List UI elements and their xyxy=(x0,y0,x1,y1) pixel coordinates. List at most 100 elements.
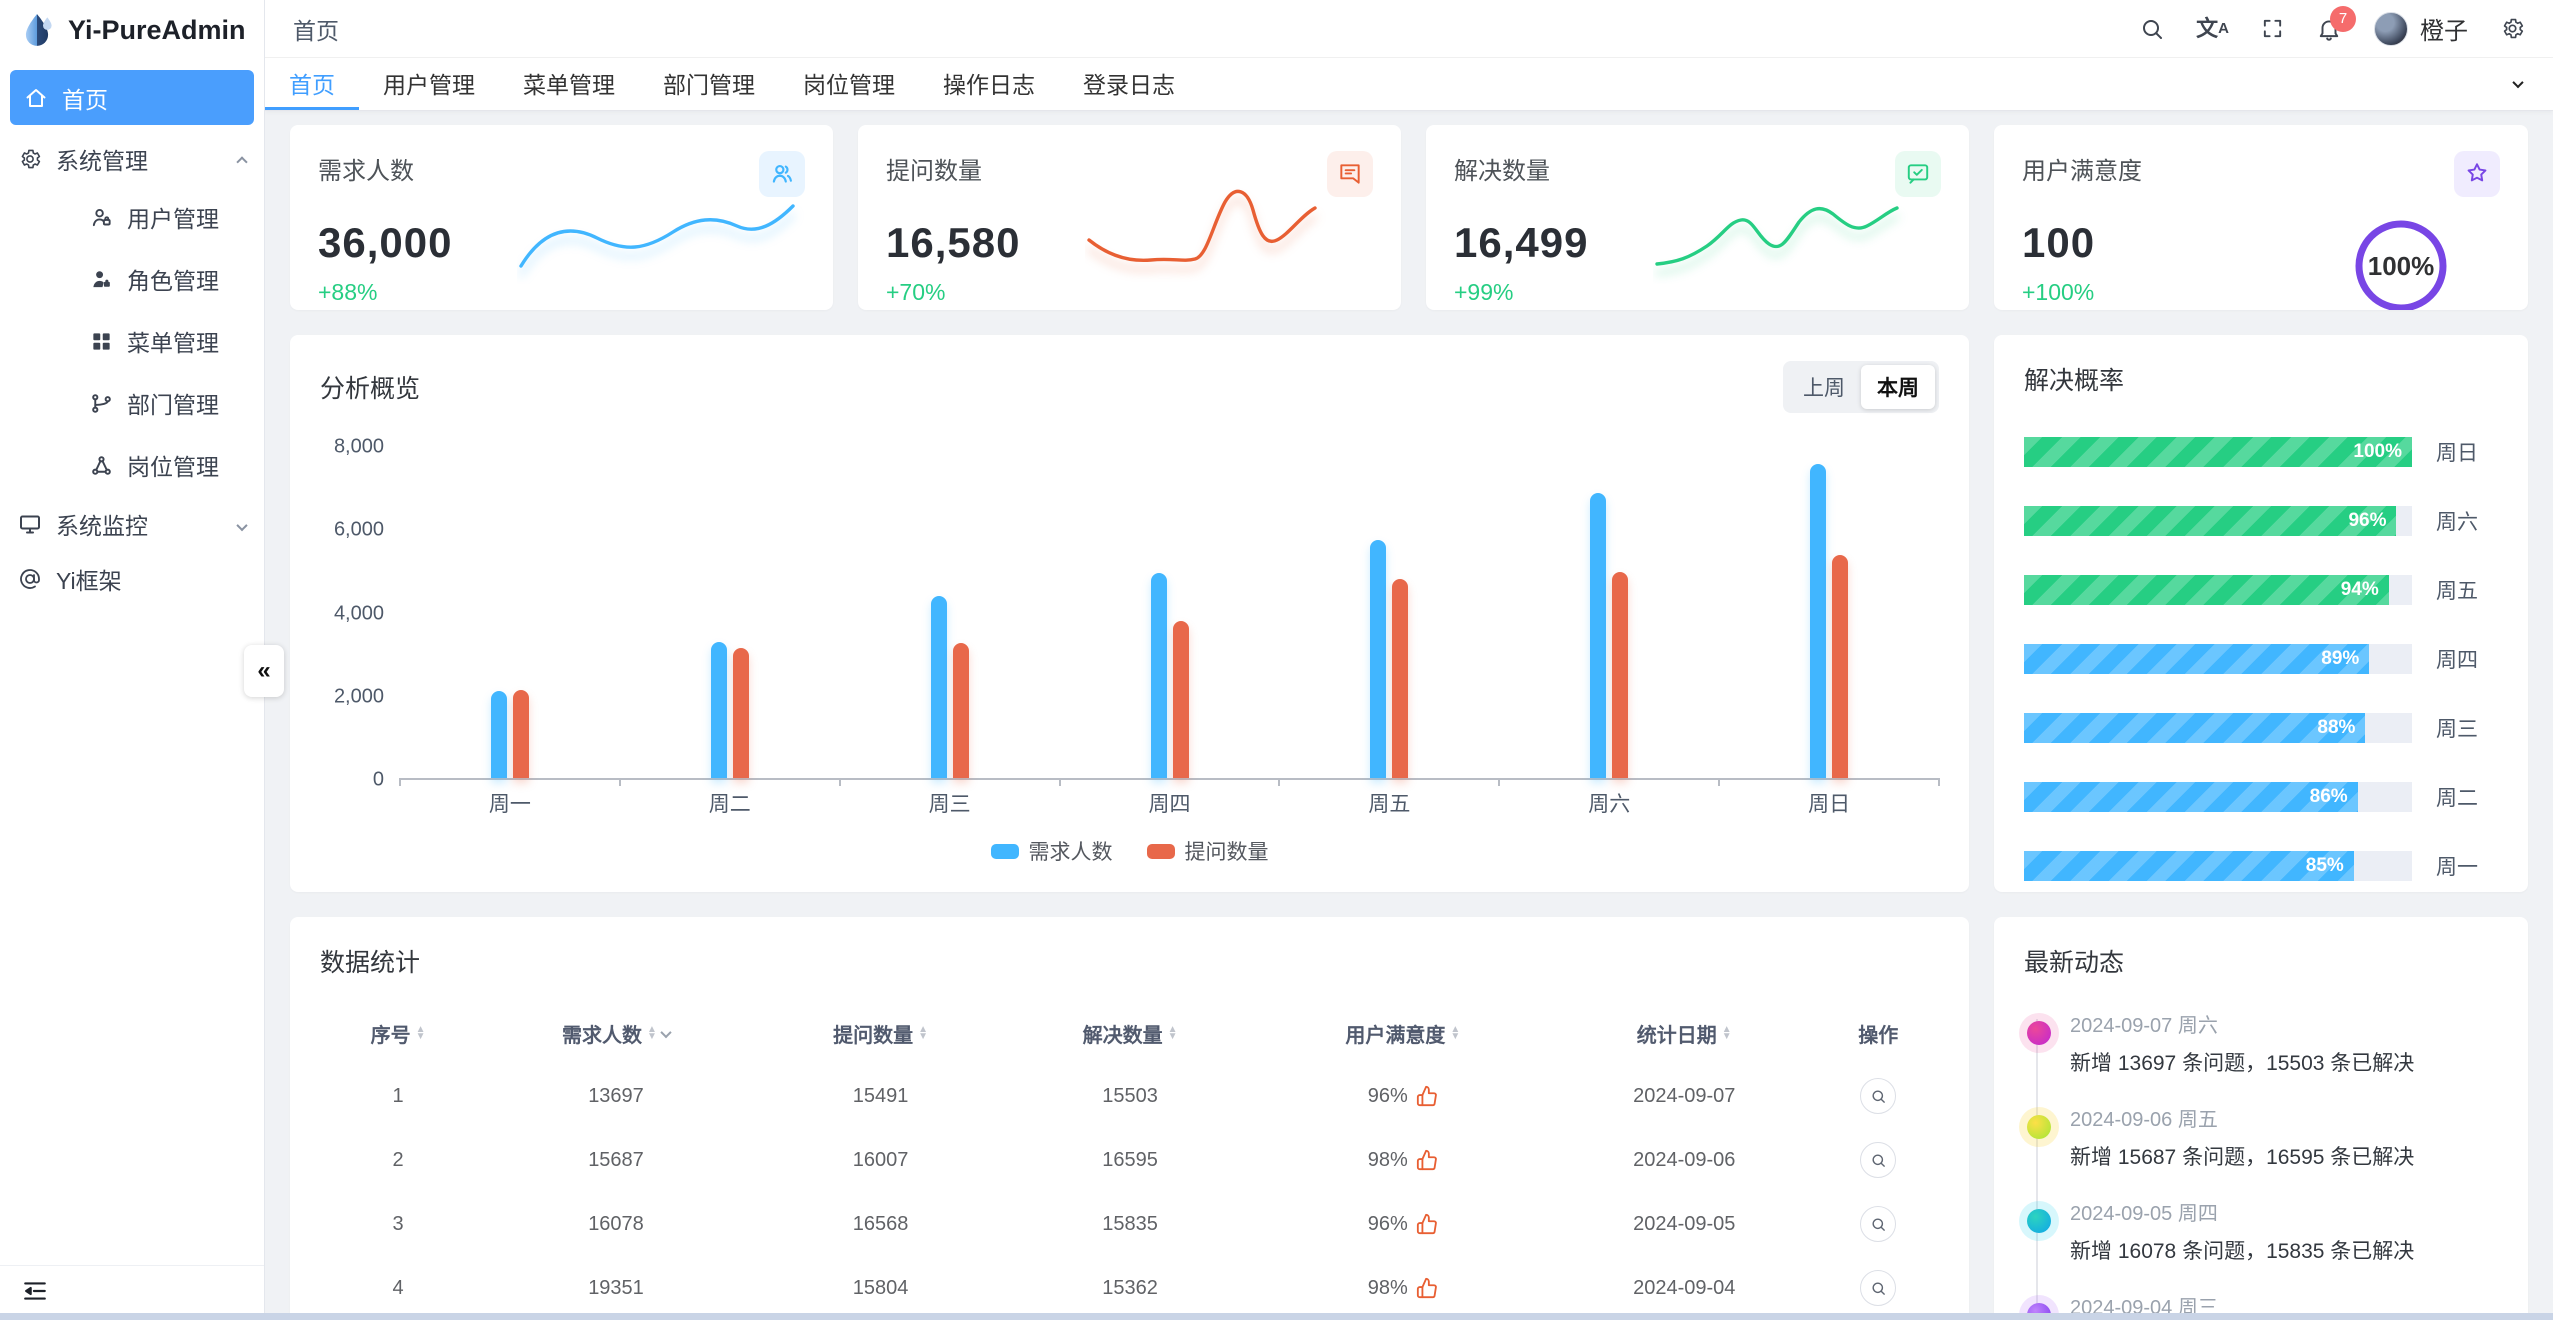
column-header-序号[interactable]: 序号 ▲ ▼ xyxy=(320,1003,476,1064)
row-view-button[interactable] xyxy=(1860,1142,1897,1178)
timeline-line xyxy=(2036,1019,2038,1320)
sidebar-subitem-岗位管理[interactable]: 岗位管理 xyxy=(0,434,264,496)
table-cell: 2024-09-05 xyxy=(1633,1212,1736,1235)
fullscreen-icon xyxy=(2261,17,2284,40)
row-view-button[interactable] xyxy=(1860,1270,1897,1306)
bar-group-周六 xyxy=(1499,447,1719,778)
column-header-label: 操作 xyxy=(1858,1025,1899,1047)
bar-chart-plot xyxy=(399,447,1940,786)
tab-首页[interactable]: 首页 xyxy=(265,58,359,110)
bar-需求人数 xyxy=(1590,492,1607,778)
sort-carets-icon[interactable]: ▲ ▼ xyxy=(1167,1024,1178,1042)
x-axis-tick xyxy=(838,778,841,786)
x-axis-label: 周二 xyxy=(708,793,751,816)
menu-fold-icon[interactable] xyxy=(22,1278,48,1309)
tab-登录日志[interactable]: 登录日志 xyxy=(1083,71,1175,98)
bar-提问数量 xyxy=(1612,572,1629,778)
tab-list-expand-icon[interactable] xyxy=(2483,58,2553,110)
user-menu[interactable]: 橙子 xyxy=(2374,11,2468,46)
stat-card-解决数量: 解决数量 16,499 +99% xyxy=(1426,125,1969,310)
sidebar-subitem-菜单管理[interactable]: 菜单管理 xyxy=(0,310,264,372)
role-icon xyxy=(90,268,113,291)
tab-用户管理[interactable]: 用户管理 xyxy=(383,71,475,98)
news-date: 2024-09-06 周五 xyxy=(2070,1109,2218,1131)
sort-carets-icon[interactable]: ▲ ▼ xyxy=(918,1024,929,1042)
tab-操作日志[interactable]: 操作日志 xyxy=(943,71,1035,98)
sidebar-item-Yi框架[interactable]: Yi框架 xyxy=(0,551,264,606)
y-axis-tick: 4,000 xyxy=(333,602,384,624)
operation-cell xyxy=(1818,1192,1939,1256)
table-cell: 2 xyxy=(392,1148,404,1171)
sidebar-item-首页[interactable]: 首页 xyxy=(10,70,254,125)
logo-droplet-icon xyxy=(18,11,56,49)
column-header-操作: 操作 xyxy=(1818,1003,1939,1064)
table-cell: 15835 xyxy=(1102,1212,1158,1235)
legend-label: 提问数量 xyxy=(1184,841,1269,864)
sort-carets-icon[interactable]: ▲ ▼ xyxy=(1721,1024,1732,1042)
chevron-up-icon xyxy=(236,145,248,172)
solve-row-周四: 89% 周四 xyxy=(2024,644,2498,674)
search-icon[interactable] xyxy=(2140,17,2164,41)
tab-bar: 首页 用户管理 菜单管理 部门管理 岗位管理 操作日志 登录日志 xyxy=(265,58,2553,111)
sidebar-item-系统管理[interactable]: 系统管理 xyxy=(0,131,264,186)
bar-group-周五 xyxy=(1279,447,1499,778)
filter-chevron-down-icon[interactable] xyxy=(660,1026,672,1038)
progress-fill: 96% xyxy=(2024,506,2396,536)
tab-部门管理[interactable]: 部门管理 xyxy=(663,71,755,98)
sort-carets-icon[interactable]: ▲ ▼ xyxy=(1450,1024,1461,1042)
solve-row-周日: 100% 周日 xyxy=(2024,437,2498,467)
progress-percent-label: 96% xyxy=(2348,510,2387,531)
app-logo[interactable]: Yi-PureAdmin xyxy=(0,0,264,60)
sidebar-item-label: 首页 xyxy=(62,86,108,113)
breadcrumb: 首页 xyxy=(293,17,339,44)
sidebar-subitem-label: 角色管理 xyxy=(127,268,219,294)
column-header-统计日期[interactable]: 统计日期 ▲ ▼ xyxy=(1551,1003,1818,1064)
fullscreen-icon[interactable] xyxy=(2261,17,2284,40)
stat-card-value: 16,580 xyxy=(886,219,1021,266)
toggle-本周[interactable]: 本周 xyxy=(1861,365,1935,409)
sidebar-subitem-角色管理[interactable]: 角色管理 xyxy=(0,248,264,310)
legend-item-提问数量[interactable]: 提问数量 xyxy=(1146,836,1269,866)
sidebar-item-系统监控[interactable]: 系统监控 xyxy=(0,496,264,551)
x-axis-label: 周一 xyxy=(488,793,531,816)
x-axis-label: 周四 xyxy=(1148,793,1191,816)
sidebar-subitem-label: 岗位管理 xyxy=(127,454,219,480)
bar-需求人数 xyxy=(710,642,727,778)
settings-gear-icon[interactable] xyxy=(2500,16,2525,41)
tab-菜单管理[interactable]: 菜单管理 xyxy=(523,71,615,98)
menu-grid-icon xyxy=(90,330,113,353)
operation-cell xyxy=(1818,1128,1939,1192)
notification-badge: 7 xyxy=(2330,5,2356,32)
row-view-button[interactable] xyxy=(1860,1206,1897,1242)
satisfaction-value: 98% xyxy=(1367,1148,1408,1171)
table-cell: 3 xyxy=(392,1212,404,1235)
table-cell: 1 xyxy=(392,1084,404,1107)
column-header-需求人数[interactable]: 需求人数 ▲ ▼ xyxy=(476,1003,756,1064)
user-icon xyxy=(90,206,113,229)
table-cell: 2024-09-04 xyxy=(1633,1276,1736,1299)
sort-carets-icon[interactable]: ▲ ▼ xyxy=(415,1024,426,1042)
sidebar-subitem-部门管理[interactable]: 部门管理 xyxy=(0,372,264,434)
column-header-用户满意度[interactable]: 用户满意度 ▲ ▼ xyxy=(1255,1003,1551,1064)
column-header-label: 提问数量 xyxy=(833,1025,914,1047)
table-cell: 13697 xyxy=(588,1084,644,1107)
sort-carets-icon[interactable]: ▲ ▼ xyxy=(647,1024,657,1042)
column-header-提问数量[interactable]: 提问数量 ▲ ▼ xyxy=(756,1003,1005,1064)
solve-probability-card: 解决概率 100% 周日 96% 周六 94% 周五 89% 周四 88% 周三 86% 周二 85% 周… xyxy=(1994,335,2528,892)
search-icon xyxy=(2140,17,2164,41)
toggle-上周[interactable]: 上周 xyxy=(1803,377,1845,400)
sidebar-subitem-用户管理[interactable]: 用户管理 xyxy=(0,186,264,248)
users-icon xyxy=(769,161,795,187)
x-axis-tick xyxy=(399,778,401,786)
sidebar-subitem-label: 部门管理 xyxy=(127,392,219,418)
notification-bell-icon[interactable]: 7 xyxy=(2316,5,2356,42)
horizontal-scrollbar[interactable] xyxy=(0,1313,2553,1320)
row-view-button[interactable] xyxy=(1860,1078,1897,1114)
tab-岗位管理[interactable]: 岗位管理 xyxy=(803,71,895,98)
sidebar-collapse-handle[interactable]: « xyxy=(244,645,284,697)
column-header-解决数量[interactable]: 解决数量 ▲ ▼ xyxy=(1005,1003,1254,1064)
progress-track: 85% xyxy=(2024,851,2412,881)
table-cell: 4 xyxy=(392,1276,404,1299)
legend-item-需求人数[interactable]: 需求人数 xyxy=(990,836,1113,866)
